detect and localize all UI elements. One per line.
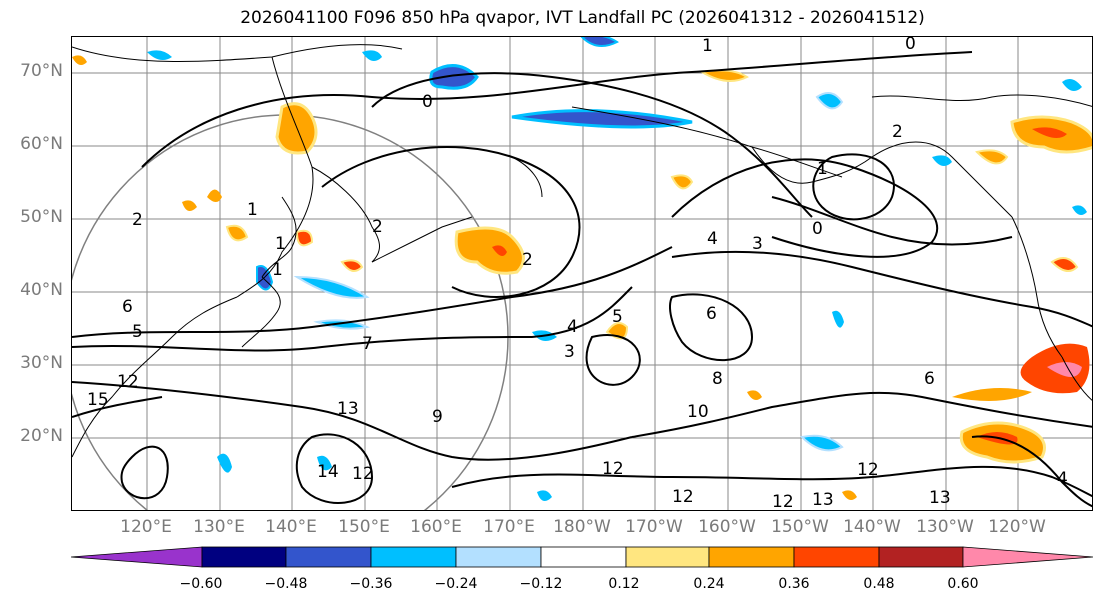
contour-label: 8 (712, 369, 723, 389)
lon-label-120e: 120°E (120, 517, 172, 537)
lon-label-160w: 160°W (698, 517, 756, 537)
contours (72, 51, 1092, 508)
contour-label: 1 (272, 260, 283, 280)
contour-label: 12 (602, 459, 624, 479)
qvapor-shading (72, 55, 1092, 501)
colorbar-segment (708, 546, 795, 568)
colorbar-tick: 0.48 (863, 576, 895, 592)
colorbar-tick: −0.48 (264, 576, 308, 592)
contour-label: 3 (752, 234, 763, 254)
qvapor-shading-negative (147, 37, 1087, 501)
contour-label: 6 (706, 304, 717, 324)
contour-label: 7 (362, 334, 373, 354)
lon-label-120w: 120°W (988, 517, 1046, 537)
colorbar-segment (201, 546, 287, 568)
lon-label-180w: 180°W (553, 517, 611, 537)
lat-label-40n: 40°N (20, 280, 63, 300)
colorbar-segment (71, 546, 203, 568)
map-title: 2026041100 F096 850 hPa qvapor, IVT Land… (240, 8, 925, 28)
lat-label-20n: 20°N (20, 426, 63, 446)
contour-label: 12 (672, 487, 694, 507)
lon-label-140e: 140°E (265, 517, 317, 537)
lon-label-130e: 130°E (193, 517, 245, 537)
colorbar-tick: 0.36 (778, 576, 810, 592)
coastlines (72, 43, 1092, 458)
contour-label: 1 (817, 159, 828, 179)
contour-label: 0 (812, 219, 823, 239)
lat-label-60n: 60°N (20, 134, 63, 154)
contour-label: 12 (772, 492, 794, 511)
lon-label-130w: 130°W (916, 517, 974, 537)
contour-label: 4 (707, 229, 718, 249)
lon-label-150e: 150°E (338, 517, 390, 537)
colorbar-tick: −0.36 (349, 576, 393, 592)
lat-label-30n: 30°N (20, 353, 63, 373)
colorbar (71, 546, 1093, 568)
contour-label: 3 (564, 342, 575, 362)
lon-label-170e: 170°E (483, 517, 535, 537)
contour-label: 1 (702, 37, 713, 56)
colorbar-segment (625, 546, 710, 568)
contour-label: 13 (812, 490, 834, 510)
colorbar-tick: 0.12 (608, 576, 640, 592)
contour-label: 6 (122, 297, 133, 317)
contour-label: 12 (352, 464, 374, 484)
contour-label: 6 (924, 369, 935, 389)
colorbar-segments (71, 546, 1093, 568)
contour-label: 0 (905, 37, 916, 54)
contour-label: 2 (132, 210, 143, 230)
lat-label-70n: 70°N (20, 61, 63, 81)
lat-label-50n: 50°N (20, 207, 63, 227)
colorbar-segment (455, 546, 542, 568)
contour-label-group: 1 0 0 2 1 0 2 4 3 1 2 1 2 1 5 4 3 5 6 6 … (87, 37, 1068, 511)
colorbar-segment (962, 546, 1093, 568)
contour-label: 9 (432, 407, 443, 427)
graticule (72, 37, 1092, 510)
map-panel: 1 0 0 2 1 0 2 4 3 1 2 1 2 1 5 4 3 5 6 6 … (71, 36, 1093, 511)
colorbar-tick: −0.12 (519, 576, 563, 592)
contour-label: 10 (687, 402, 709, 422)
contour-label: 12 (117, 372, 139, 392)
contour-label: 2 (522, 250, 533, 270)
contour-label: 1 (275, 234, 286, 254)
map-canvas: 1 0 0 2 1 0 2 4 3 1 2 1 2 1 5 4 3 5 6 6 … (72, 37, 1092, 511)
colorbar-segment (878, 546, 964, 568)
contour-label: 1 (247, 200, 258, 220)
contour-label: 0 (422, 92, 433, 112)
contour-label: 4 (1057, 469, 1068, 489)
colorbar-segment (793, 546, 880, 568)
contour-label: 14 (317, 462, 339, 482)
contour-label: 5 (132, 322, 143, 342)
lon-label-140w: 140°W (843, 517, 901, 537)
lon-label-170w: 170°W (625, 517, 683, 537)
contour-label: 13 (337, 399, 359, 419)
colorbar-tick: 0.24 (693, 576, 725, 592)
contour-label: 2 (372, 217, 383, 237)
colorbar-tick: −0.24 (434, 576, 478, 592)
lon-label-150w: 150°W (771, 517, 829, 537)
lon-label-160e: 160°E (410, 517, 462, 537)
contour-label: 4 (567, 317, 578, 337)
colorbar-segment (540, 546, 627, 568)
colorbar-segment (370, 546, 457, 568)
contour-label: 13 (929, 488, 951, 508)
colorbar-tick: 0.60 (947, 576, 979, 592)
contour-label: 15 (87, 390, 109, 410)
contour-label: 2 (892, 122, 903, 142)
contour-label: 5 (612, 307, 623, 327)
colorbar-tick: −0.60 (179, 576, 223, 592)
contour-label: 12 (857, 460, 879, 480)
colorbar-segment (285, 546, 372, 568)
